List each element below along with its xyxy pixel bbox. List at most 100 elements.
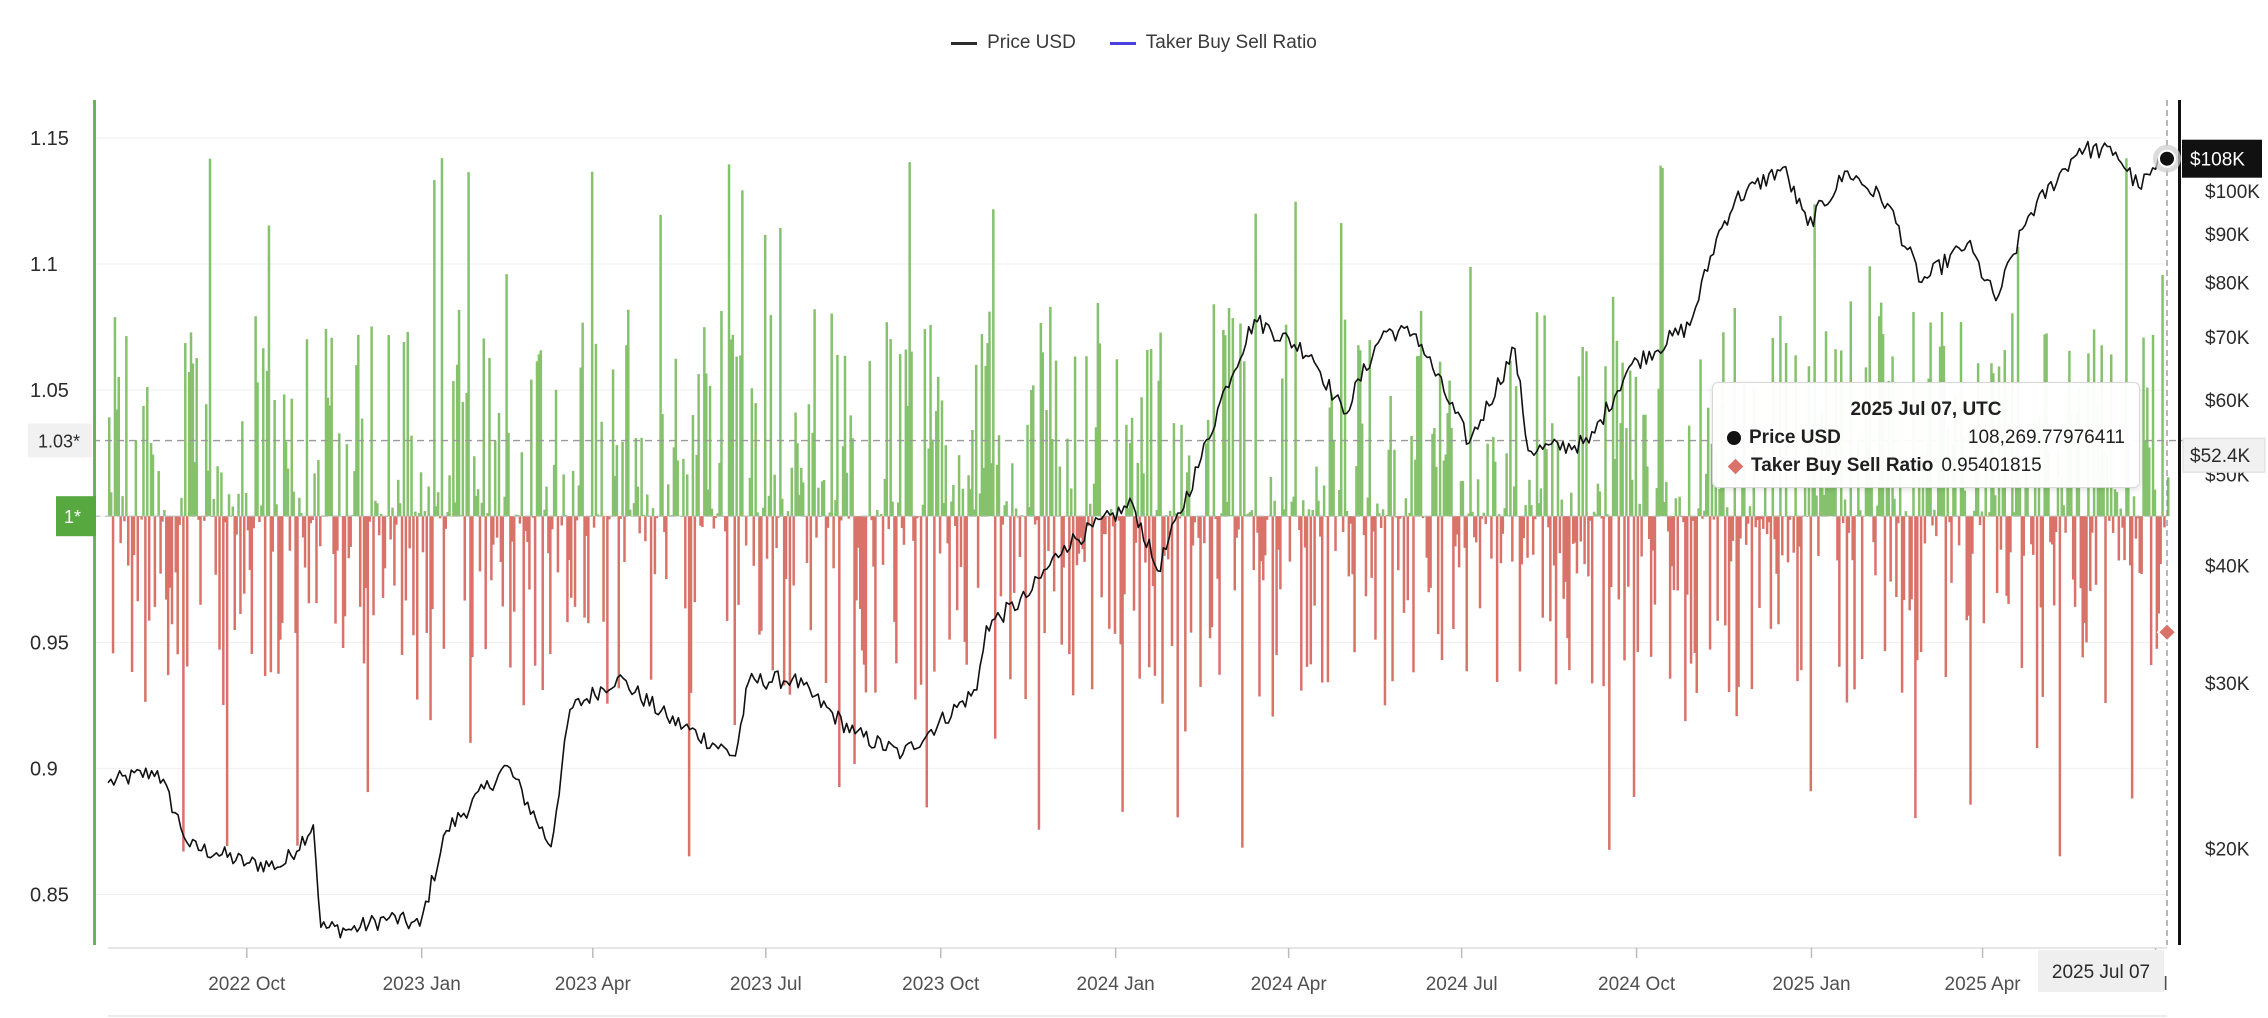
ratio-bar <box>562 474 565 517</box>
legend-price-label: Price USD <box>987 32 1076 53</box>
ratio-bar <box>1613 458 1617 517</box>
ratio-bar <box>1744 516 1748 545</box>
ratio-bar <box>1345 510 1349 517</box>
right-axis-line <box>2178 100 2181 945</box>
ratio-bar <box>746 516 750 517</box>
ratio-bar <box>594 343 598 517</box>
ratio-bar <box>509 516 512 668</box>
ratio-bar <box>1900 516 1904 693</box>
ratio-bar <box>1161 516 1164 704</box>
ratio-bar <box>931 439 934 517</box>
ratio-bar <box>706 489 710 517</box>
ratio-bar <box>1571 516 1575 544</box>
ratio-bar <box>1678 496 1681 517</box>
ratio-bar <box>974 364 978 517</box>
ratio-bar <box>1792 516 1795 553</box>
ratio-bar <box>550 516 554 530</box>
ratio-bar <box>242 516 246 594</box>
ratio-bar <box>2153 489 2157 517</box>
ratio-bar <box>1444 454 1448 517</box>
ratio-bar <box>733 516 736 725</box>
ratio-bar <box>1674 498 1678 517</box>
ratio-bar <box>936 376 940 517</box>
ratio-bar <box>1138 516 1141 679</box>
ratio-bar <box>1391 516 1394 682</box>
ratio-bar <box>1191 516 1195 546</box>
ratio-bar <box>1450 427 1453 517</box>
ratio-bar <box>1602 516 1605 687</box>
left-tick-label: 0.95 <box>30 632 69 654</box>
ratio-bar <box>1241 516 1244 848</box>
ratio-bar <box>1741 475 1744 517</box>
ratio-bar <box>940 400 944 517</box>
ratio-bar <box>180 497 183 517</box>
legend-ratio[interactable]: Taker Buy Sell Ratio <box>1109 32 1317 54</box>
ratio-bar <box>448 475 451 517</box>
ratio-bar <box>516 514 520 517</box>
ratio-bar <box>212 498 216 517</box>
ratio-bar <box>505 274 508 517</box>
ratio-bar <box>693 516 697 603</box>
ratio-bar <box>277 516 280 674</box>
ratio-bar <box>1497 514 1501 517</box>
ratio-bar <box>1267 515 1271 517</box>
ratio-bar <box>830 313 833 517</box>
ratio-bar <box>838 516 841 787</box>
ratio-bar <box>982 467 986 517</box>
ratio-bar <box>383 516 387 569</box>
ratio-bar <box>608 516 611 520</box>
ratio-bar <box>712 516 716 529</box>
ratio-bar <box>1016 516 1020 518</box>
ratio-bar <box>161 516 164 522</box>
ratio-bar <box>714 516 717 518</box>
ratio-bar <box>1665 481 1668 517</box>
ratio-bar <box>1556 442 1560 517</box>
ratio-bar <box>2159 516 2162 565</box>
ratio-bar <box>1570 492 1573 517</box>
ratio-bar <box>1031 385 1035 517</box>
ratio-bar <box>1239 323 1242 517</box>
ratio-bar <box>655 516 659 519</box>
ratio-bar <box>1537 503 1541 517</box>
ratio-bar <box>1478 516 1482 609</box>
ratio-bar <box>820 481 824 517</box>
ratio-bar <box>381 516 385 598</box>
ratio-bar <box>826 516 830 528</box>
ratio-bar <box>1459 481 1463 517</box>
ratio-bar <box>809 516 813 631</box>
base-badge-bg <box>56 496 96 537</box>
ratio-bar <box>2009 516 2012 553</box>
ratio-bar <box>615 445 619 517</box>
ratio-bar <box>2030 516 2033 545</box>
ratio-bar <box>1368 339 1371 517</box>
ratio-bar <box>1697 508 1700 517</box>
ratio-bar <box>1594 514 1598 517</box>
ratio-bar <box>267 225 271 517</box>
ratio-bar <box>1336 516 1339 517</box>
ratio-bar <box>463 516 467 601</box>
ratio-bar <box>763 234 767 517</box>
ratio-bar <box>1469 266 1472 517</box>
ratio-bar <box>533 516 537 666</box>
ratio-bar <box>2085 516 2088 643</box>
ratio-bar <box>290 398 294 517</box>
ratio-bar <box>870 516 873 521</box>
ratio-bar <box>2157 516 2160 614</box>
ratio-bar <box>815 516 818 538</box>
ratio-bar <box>1073 356 1077 517</box>
ratio-bar <box>1883 516 1887 652</box>
ratio-bar <box>1243 361 1246 517</box>
legend-price[interactable]: Price USD <box>951 32 1076 54</box>
ratio-bar <box>834 500 837 517</box>
ratio-bar <box>1123 516 1126 595</box>
ratio-bar <box>427 486 430 517</box>
ratio-bar <box>1754 516 1757 528</box>
ratio-bar <box>1258 516 1261 697</box>
ratio-bar <box>1012 516 1016 593</box>
ratio-bar <box>1322 485 1326 517</box>
ratio-bar <box>843 355 847 517</box>
ratio-bar <box>146 387 149 517</box>
ratio-bar <box>250 516 254 654</box>
ratio-bar <box>592 516 596 528</box>
